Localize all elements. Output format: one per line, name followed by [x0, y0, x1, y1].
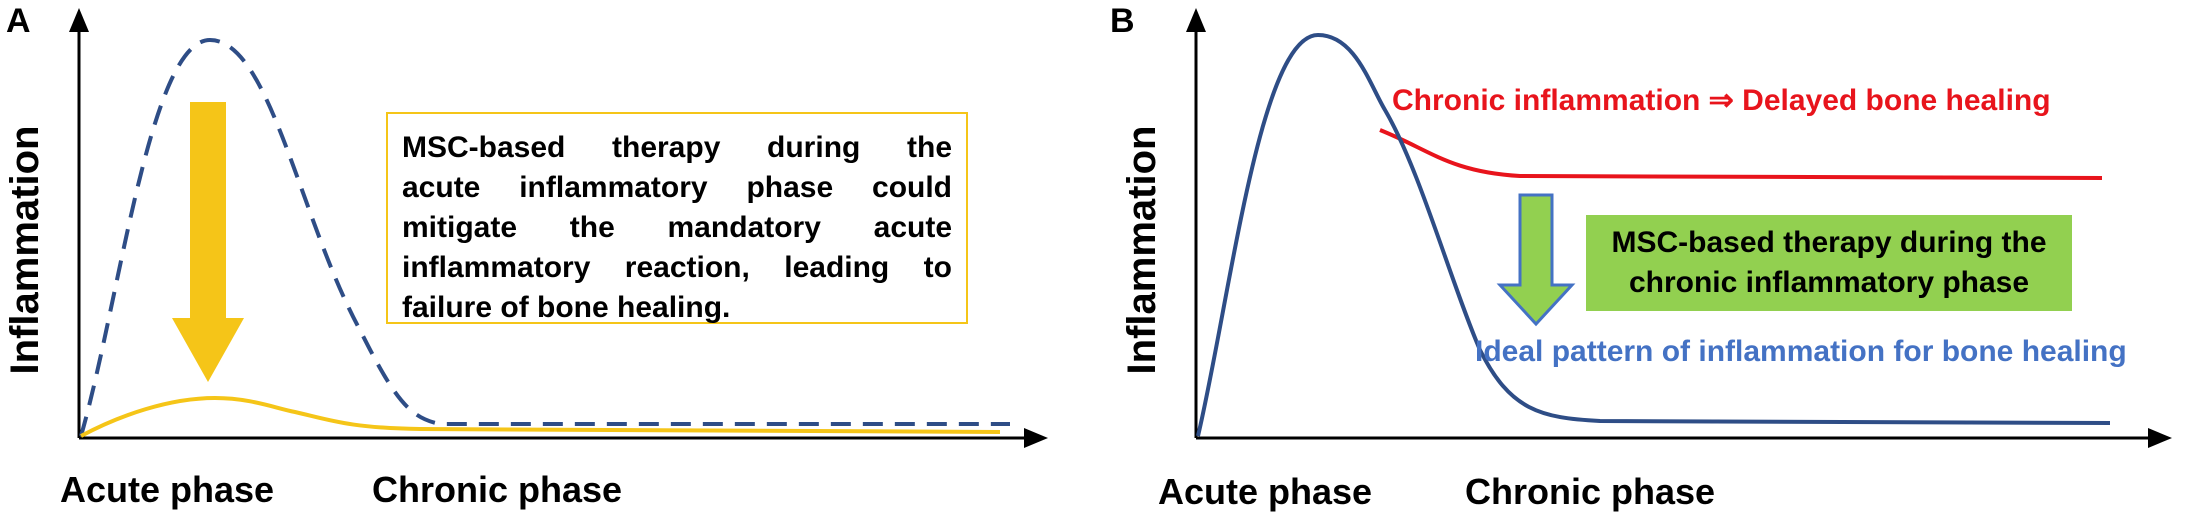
panel-a-note-line: mitigate the mandatory acute	[402, 211, 952, 244]
panel-a-y-axis-arrowhead	[69, 8, 89, 32]
panel-a-note-line: acute inflammatory phase could	[402, 171, 952, 204]
panel-b-note-line: MSC-based therapy during the	[1611, 226, 2047, 259]
panel-a-note-line: MSC-based therapy during the	[402, 131, 952, 164]
panel-b: B Inflammation Acute phase Chronic phase	[1110, 2, 2172, 512]
panel-a-y-label: Inflammation	[3, 126, 47, 375]
panel-a-note-line: inflammatory reaction, leading to	[402, 251, 952, 284]
panel-a-letter: A	[6, 2, 31, 40]
panel-b-ideal-label: Ideal pattern of inflammation for bone h…	[1475, 335, 2127, 368]
panel-a-note-line: failure of bone healing.	[402, 291, 731, 324]
panel-a-x-axis-arrowhead	[1024, 428, 1048, 448]
panel-b-x-label-acute: Acute phase	[1158, 471, 1372, 512]
panel-b-ideal-curve	[1196, 32, 2111, 437]
panel-a-x-label-acute: Acute phase	[60, 469, 274, 510]
panel-a-untreated-curve	[79, 37, 1010, 437]
panel-b-chronic-label: Chronic inflammation ⇒ Delayed bone heal…	[1392, 84, 2051, 117]
panel-a-treated-curve	[80, 395, 1001, 438]
panel-b-down-arrow	[1496, 193, 1576, 327]
panel-a-down-arrow	[172, 102, 244, 382]
panel-a-x-label-chronic: Chronic phase	[372, 469, 622, 510]
panel-b-x-label-chronic: Chronic phase	[1465, 471, 1715, 512]
panel-b-letter: B	[1110, 2, 1135, 40]
panel-b-note-line: chronic inflammatory phase	[1628, 266, 2030, 299]
panel-b-chronic-curve	[1379, 128, 2103, 180]
panel-b-y-axis-arrowhead	[1186, 8, 1206, 32]
panel-b-x-axis-arrowhead	[2148, 428, 2172, 448]
panel-a-note-box: MSC-based therapy during the acute infla…	[386, 112, 968, 324]
panel-b-note-box: MSC-based therapy during the chronic inf…	[1586, 215, 2072, 311]
panel-b-y-label: Inflammation	[1120, 126, 1164, 375]
panel-a: A Inflammation Acute phase Chronic phase	[3, 2, 1048, 510]
